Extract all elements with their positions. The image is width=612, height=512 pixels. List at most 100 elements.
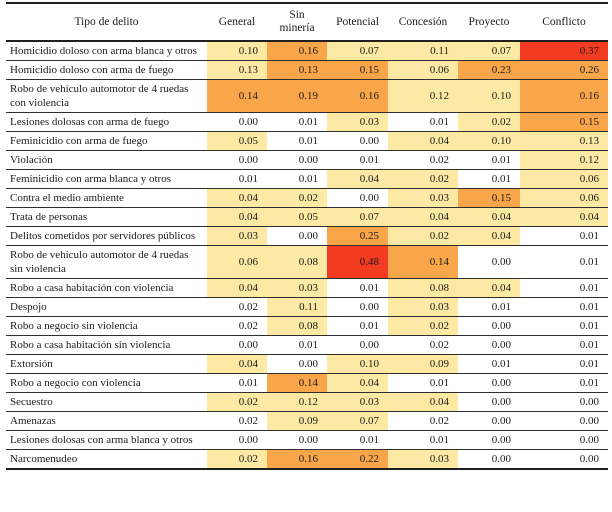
heatmap-cell: 0.00 <box>520 392 608 412</box>
heatmap-cell: 0.11 <box>388 41 458 61</box>
heatmap-cell: 0.07 <box>327 207 388 227</box>
heatmap-cell: 0.12 <box>388 79 458 113</box>
heatmap-cell: 0.02 <box>207 449 267 470</box>
table-row: Robo a casa habitación sin violencia 0.00… <box>6 335 608 355</box>
heatmap-cell: 0.06 <box>520 169 608 189</box>
heatmap-cell: 0.06 <box>520 188 608 208</box>
column-header-conflicto: Conflicto <box>520 3 608 42</box>
heatmap-cell: 0.07 <box>327 411 388 431</box>
heatmap-cell: 0.01 <box>520 245 608 279</box>
heatmap-cell: 0.04 <box>327 373 388 393</box>
heatmap-cell: 0.01 <box>520 335 608 355</box>
heatmap-cell: 0.04 <box>207 207 267 227</box>
table-row: Narcomenudeo 0.02 0.16 0.22 0.03 0.00 0.00 <box>6 449 608 470</box>
heatmap-cell: 0.04 <box>388 392 458 412</box>
heatmap-cell: 0.00 <box>327 335 388 355</box>
heatmap-cell: 0.03 <box>388 449 458 470</box>
heatmap-cell: 0.00 <box>207 335 267 355</box>
heatmap-cell: 0.07 <box>327 41 388 61</box>
heatmap-cell: 0.00 <box>458 316 520 336</box>
heatmap-cell: 0.01 <box>388 112 458 132</box>
table-row: Lesiones dolosas con arma de fuego 0.00 0.… <box>6 112 608 132</box>
heatmap-cell: 0.01 <box>267 131 327 151</box>
heatmap-cell: 0.10 <box>207 41 267 61</box>
heatmap-cell: 0.02 <box>267 188 327 208</box>
heatmap-cell: 0.00 <box>458 392 520 412</box>
table-row: Feminicidio con arma de fuego 0.05 0.01 0.0… <box>6 131 608 151</box>
heatmap-cell: 0.16 <box>327 79 388 113</box>
heatmap-cell: 0.15 <box>458 188 520 208</box>
heatmap-cell: 0.01 <box>520 354 608 374</box>
heatmap-cell: 0.19 <box>267 79 327 113</box>
row-label: Homicidio doloso con arma blanca y otros <box>6 41 207 61</box>
heatmap-cell: 0.01 <box>327 430 388 450</box>
heatmap-cell: 0.02 <box>207 297 267 317</box>
crime-heatmap-table: Tipo de delito General Sin minería Poten… <box>6 2 608 470</box>
heatmap-cell: 0.00 <box>520 449 608 470</box>
heatmap-cell: 0.02 <box>388 226 458 246</box>
heatmap-cell: 0.04 <box>520 207 608 227</box>
heatmap-cell: 0.48 <box>327 245 388 279</box>
heatmap-cell: 0.04 <box>207 278 267 298</box>
heatmap-cell: 0.02 <box>388 316 458 336</box>
heatmap-cell: 0.04 <box>207 188 267 208</box>
column-header-sin-mineria: Sin minería <box>267 3 327 42</box>
heatmap-table-container: Tipo de delito General Sin minería Poten… <box>6 2 608 470</box>
table-row: Extorsión 0.04 0.00 0.10 0.09 0.01 0.01 <box>6 354 608 374</box>
heatmap-cell: 0.14 <box>267 373 327 393</box>
table-header: Tipo de delito General Sin minería Poten… <box>6 3 608 42</box>
table-row: Delitos cometidos por servidores público… <box>6 226 608 246</box>
table-row: Robo a negocio sin violencia 0.02 0.08 0.01… <box>6 316 608 336</box>
heatmap-cell: 0.08 <box>267 316 327 336</box>
heatmap-cell: 0.00 <box>207 150 267 170</box>
heatmap-cell: 0.02 <box>388 169 458 189</box>
table-row: Lesiones dolosas con arma blanca y otros… <box>6 430 608 450</box>
heatmap-cell: 0.02 <box>388 411 458 431</box>
heatmap-cell: 0.00 <box>458 449 520 470</box>
heatmap-cell: 0.08 <box>388 278 458 298</box>
heatmap-cell: 0.09 <box>388 354 458 374</box>
heatmap-cell: 0.02 <box>207 316 267 336</box>
heatmap-cell: 0.01 <box>207 169 267 189</box>
heatmap-cell: 0.02 <box>207 411 267 431</box>
row-label: Despojo <box>6 297 207 317</box>
heatmap-cell: 0.02 <box>388 335 458 355</box>
heatmap-cell: 0.01 <box>520 316 608 336</box>
heatmap-cell: 0.06 <box>207 245 267 279</box>
heatmap-cell: 0.01 <box>267 169 327 189</box>
table-row: Violación 0.00 0.00 0.01 0.02 0.01 0.12 <box>6 150 608 170</box>
heatmap-cell: 0.02 <box>458 112 520 132</box>
row-label: Robo de vehículo automotor de 4 ruedas c… <box>6 79 207 113</box>
row-label: Robo de vehículo automotor de 4 ruedas s… <box>6 245 207 279</box>
heatmap-cell: 0.01 <box>458 297 520 317</box>
heatmap-cell: 0.03 <box>267 278 327 298</box>
heatmap-cell: 0.00 <box>267 226 327 246</box>
heatmap-cell: 0.00 <box>207 112 267 132</box>
row-label: Lesiones dolosas con arma de fuego <box>6 112 207 132</box>
table-row: Robo de vehículo automotor de 4 ruedas s… <box>6 245 608 279</box>
heatmap-cell: 0.01 <box>388 373 458 393</box>
heatmap-cell: 0.13 <box>267 60 327 80</box>
row-label: Robo a negocio con violencia <box>6 373 207 393</box>
heatmap-cell: 0.01 <box>458 169 520 189</box>
row-label: Trata de personas <box>6 207 207 227</box>
row-label: Narcomenudeo <box>6 449 207 470</box>
row-label: Feminicidio con arma de fuego <box>6 131 207 151</box>
heatmap-cell: 0.01 <box>207 373 267 393</box>
heatmap-cell: 0.16 <box>520 79 608 113</box>
heatmap-cell: 0.00 <box>327 131 388 151</box>
heatmap-cell: 0.02 <box>388 150 458 170</box>
header-row: Tipo de delito General Sin minería Poten… <box>6 3 608 42</box>
heatmap-cell: 0.01 <box>458 150 520 170</box>
heatmap-cell: 0.16 <box>267 41 327 61</box>
heatmap-cell: 0.03 <box>327 112 388 132</box>
heatmap-cell: 0.06 <box>388 60 458 80</box>
heatmap-cell: 0.25 <box>327 226 388 246</box>
heatmap-body: Homicidio doloso con arma blanca y otros… <box>6 41 608 470</box>
heatmap-cell: 0.15 <box>520 112 608 132</box>
heatmap-cell: 0.03 <box>327 392 388 412</box>
heatmap-cell: 0.37 <box>520 41 608 61</box>
heatmap-cell: 0.01 <box>267 112 327 132</box>
row-label: Robo a negocio sin violencia <box>6 316 207 336</box>
table-row: Amenazas 0.02 0.09 0.07 0.02 0.00 0.00 <box>6 411 608 431</box>
